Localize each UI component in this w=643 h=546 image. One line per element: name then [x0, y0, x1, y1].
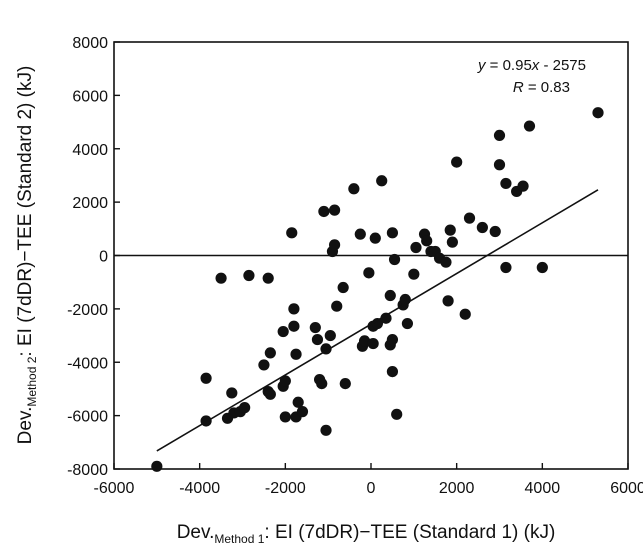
data-point: [384, 289, 396, 302]
data-point: [386, 333, 399, 346]
data-point: [215, 272, 227, 284]
data-point: [277, 325, 289, 338]
data-point: [264, 388, 276, 400]
data-point: [151, 460, 163, 472]
x-axis-label: Dev.Method 1: EI (7dDR)−TEE (Standard 1)…: [177, 522, 556, 546]
data-point: [371, 317, 384, 330]
y-tick-label: -6000: [67, 409, 108, 426]
y-tick-label: 6000: [72, 88, 108, 105]
y-tick-label: 2000: [72, 195, 108, 212]
x-tick-label: -4000: [179, 480, 220, 497]
data-point: [376, 175, 388, 187]
data-point: [290, 348, 302, 360]
data-point: [500, 177, 512, 190]
data-point: [243, 269, 255, 282]
y-tick-label: 0: [99, 249, 108, 266]
data-point: [354, 228, 366, 240]
data-point: [226, 387, 238, 399]
data-point: [493, 159, 506, 171]
data-point: [331, 300, 343, 312]
data-point: [401, 317, 414, 330]
data-point: [386, 227, 399, 239]
data-point: [288, 320, 300, 332]
y-tick-label: -4000: [67, 355, 108, 372]
data-point: [320, 424, 332, 436]
y-axis-ticks: -8000 -6000 -4000 -2000 0 2000 4000 6000 8000: [67, 35, 120, 479]
data-point: [328, 204, 341, 216]
data-point: [444, 224, 456, 236]
data-point: [279, 375, 291, 387]
y-tick-label: 4000: [72, 142, 108, 159]
data-point: [489, 225, 501, 238]
data-point: [386, 365, 399, 378]
data-point: [493, 129, 506, 142]
data-point: [391, 408, 403, 420]
data-point: [279, 411, 291, 423]
data-point: [476, 221, 488, 234]
data-point: [388, 253, 401, 266]
data-point: [309, 321, 321, 334]
data-point: [311, 333, 324, 346]
y-axis-label: Dev.Method 2: EI (7dDR)−TEE (Standard 2)…: [15, 66, 39, 445]
data-point: [337, 281, 349, 294]
data-point: [262, 272, 274, 284]
data-point: [339, 378, 351, 390]
data-point: [442, 295, 454, 307]
x-tick-label: 2000: [439, 480, 475, 497]
data-point: [200, 372, 212, 384]
data-point: [451, 156, 463, 168]
x-tick-label: -2000: [265, 480, 306, 497]
x-tick-label: 6000: [610, 480, 643, 497]
data-point: [446, 236, 458, 248]
data-point: [348, 183, 360, 195]
data-point: [440, 256, 452, 268]
data-point: [536, 261, 548, 274]
y-tick-label: -8000: [67, 462, 108, 479]
data-point: [258, 359, 270, 371]
data-point: [592, 107, 604, 119]
data-point: [369, 232, 381, 244]
data-point: [408, 268, 420, 280]
data-point: [421, 235, 433, 247]
data-point: [500, 261, 512, 274]
data-point: [363, 267, 375, 279]
regression-line: [156, 189, 599, 452]
data-point: [296, 406, 309, 418]
data-point: [523, 120, 536, 132]
data-point: [324, 329, 336, 342]
data-point: [292, 396, 304, 408]
data-point: [358, 335, 371, 347]
x-tick-label: 0: [367, 480, 376, 497]
x-tick-label: 4000: [525, 480, 561, 497]
regression-equation: y = 0.95x - 2575: [477, 57, 586, 74]
data-point: [316, 378, 328, 390]
y-tick-label: -2000: [67, 302, 108, 319]
data-points: [151, 107, 604, 472]
data-point: [286, 227, 298, 239]
y-tick-label: 8000: [72, 35, 108, 52]
data-point: [517, 180, 529, 192]
data-point: [380, 312, 392, 324]
data-point: [410, 241, 422, 254]
correlation-label: R = 0.83: [513, 79, 570, 96]
data-point: [288, 303, 300, 315]
data-point: [367, 337, 379, 350]
data-point: [239, 402, 251, 414]
data-point: [459, 308, 471, 320]
x-tick-label: -6000: [94, 480, 135, 497]
x-axis-ticks: -6000 -4000 -2000 0 2000 4000 6000: [94, 463, 643, 497]
data-point: [318, 205, 330, 218]
data-point: [463, 212, 476, 224]
data-point: [264, 347, 276, 359]
data-point: [328, 239, 341, 251]
